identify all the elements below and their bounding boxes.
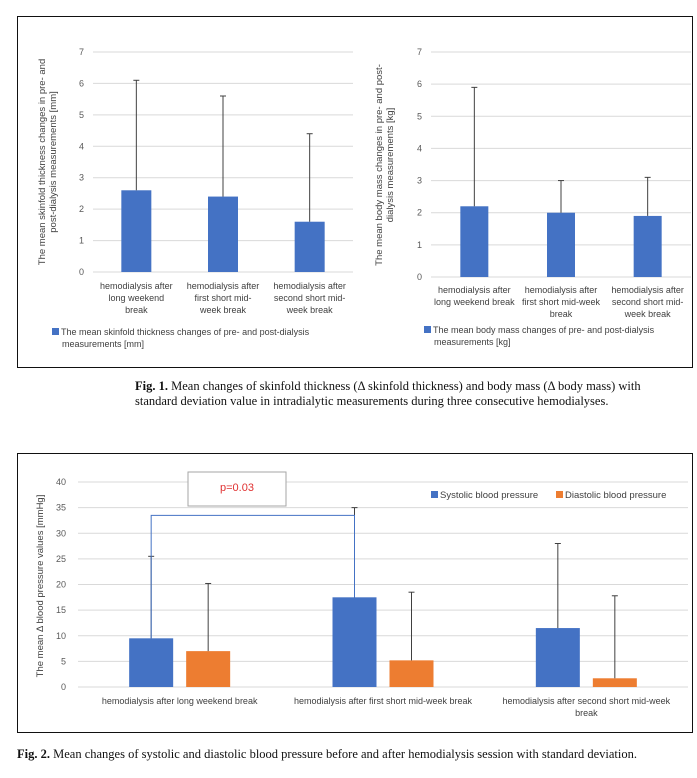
- y-tick-label: 4: [79, 141, 84, 151]
- bar-systolic-blood-pressure: [332, 597, 377, 687]
- figure2-caption: Fig. 2. Mean changes of systolic and dia…: [17, 747, 687, 762]
- y-tick-label: 4: [417, 143, 422, 153]
- x-tick-label: hemodialysis after: [273, 281, 346, 291]
- x-tick-label: break: [550, 309, 573, 319]
- y-tick-label: 3: [417, 176, 422, 186]
- y-tick-label: 40: [56, 477, 66, 487]
- bar-diastolic-blood-pressure: [592, 678, 637, 687]
- legend-label: Diastolic blood pressure: [565, 490, 666, 501]
- y-tick-label: 7: [79, 47, 84, 57]
- y-tick-label: 6: [79, 78, 84, 88]
- y-axis-label: dialysis measurements [kg]: [385, 108, 396, 223]
- legend-label: Systolic blood pressure: [440, 490, 538, 501]
- x-tick-label: hemodialysis after: [525, 285, 598, 295]
- legend-label: measurements [kg]: [434, 337, 511, 347]
- x-tick-label: long weekend break: [434, 297, 515, 307]
- bar-diastolic-blood-pressure: [389, 660, 434, 687]
- legend-label: The mean body mass changes of pre- and p…: [433, 325, 655, 335]
- figure1-caption: Fig. 1. Mean changes of skinfold thickne…: [135, 379, 675, 409]
- x-tick-label: hemodialysis after: [100, 281, 173, 291]
- y-tick-label: 7: [417, 47, 422, 57]
- figure2-caption-text: Mean changes of systolic and diastolic b…: [53, 747, 637, 761]
- x-tick-label: week break: [286, 305, 334, 315]
- y-tick-label: 0: [417, 272, 422, 282]
- figure1-caption-label: Fig. 1.: [135, 379, 168, 393]
- y-tick-label: 2: [417, 208, 422, 218]
- x-tick-label: hemodialysis after long weekend break: [102, 696, 258, 706]
- annotation-text: p=0.03: [220, 482, 254, 494]
- figure1-caption-text: Mean changes of skinfold thickness (Δ sk…: [135, 379, 641, 408]
- y-axis-label: The mean skinfold thickness changes in p…: [37, 59, 48, 265]
- body-mass-chart: 0 1 2 3 4 5 6 7 The mean body mass changes in pr…: [374, 47, 691, 347]
- x-tick-label: long weekend: [109, 293, 165, 303]
- bar-the-mean-body-mass-changes-of-: [460, 206, 489, 277]
- y-tick-label: 0: [79, 267, 84, 277]
- bar-the-mean-skinfold-thickness-ch: [121, 190, 152, 272]
- legend-label: The mean skinfold thickness changes of p…: [61, 327, 310, 337]
- x-tick-label: week break: [199, 305, 247, 315]
- bar-diastolic-blood-pressure: [186, 651, 231, 687]
- x-tick-label: hemodialysis after: [438, 285, 511, 295]
- figure1-frame: 0 1 2 3 4 5 6 7 The mean skinfold thickness chan…: [17, 16, 693, 368]
- x-tick-label: second short mid-: [612, 297, 684, 307]
- y-tick-label: 35: [56, 503, 66, 513]
- y-tick-label: 25: [56, 554, 66, 564]
- annotation-box: [187, 471, 287, 507]
- y-tick-label: 5: [417, 111, 422, 121]
- y-tick-label: 15: [56, 605, 66, 615]
- skinfold-chart: 0 1 2 3 4 5 6 7 The mean skinfold thickness chan…: [37, 47, 353, 349]
- legend-label: measurements [mm]: [62, 339, 144, 349]
- legend-swatch: [556, 491, 563, 498]
- significance-bracket: [150, 514, 355, 639]
- y-tick-label: 3: [79, 173, 84, 183]
- x-tick-label: week break: [624, 309, 672, 319]
- bar-the-mean-body-mass-changes-of-: [547, 212, 575, 277]
- y-tick-label: 20: [56, 580, 66, 590]
- y-axis-label: The mean Δ blood pressure values [mmHg]: [35, 495, 46, 678]
- x-tick-label: hemodialysis after: [187, 281, 260, 291]
- x-tick-label: hemodialysis after second short mid-week: [503, 696, 671, 706]
- y-tick-label: 30: [56, 528, 66, 538]
- y-tick-label: 5: [61, 656, 66, 666]
- x-tick-label: first short mid-week: [522, 297, 601, 307]
- y-axis-label: post-dialysis measurements [mm]: [48, 91, 59, 232]
- figure2-caption-label: Fig. 2.: [17, 747, 50, 761]
- bar-systolic-blood-pressure: [535, 628, 580, 687]
- figure2-frame: 0 5 10 15 20 25 30 35 40 The mean Δ blood pressur…: [17, 453, 693, 733]
- bar-the-mean-skinfold-thickness-ch: [294, 221, 325, 272]
- y-tick-label: 10: [56, 631, 66, 641]
- y-tick-label: 2: [79, 204, 84, 214]
- x-tick-label: hemodialysis after first short mid-week …: [294, 696, 473, 706]
- bar-the-mean-skinfold-thickness-ch: [208, 196, 238, 272]
- x-tick-label: hemodialysis after: [611, 285, 684, 295]
- bar-systolic-blood-pressure: [129, 638, 174, 687]
- bar-the-mean-body-mass-changes-of-: [633, 215, 662, 277]
- y-tick-label: 1: [417, 240, 422, 250]
- x-tick-label: break: [575, 708, 598, 718]
- x-tick-label: first short mid-: [194, 293, 251, 303]
- blood-pressure-chart: 0 5 10 15 20 25 30 35 40 The mean Δ blood pressur…: [35, 471, 688, 718]
- legend-swatch: [52, 328, 59, 335]
- y-axis-label: The mean body mass changes in pre- and p…: [374, 64, 385, 266]
- y-tick-label: 6: [417, 79, 422, 89]
- legend-swatch: [431, 491, 438, 498]
- legend-swatch: [424, 326, 431, 333]
- y-tick-label: 0: [61, 682, 66, 692]
- x-tick-label: second short mid-: [274, 293, 346, 303]
- y-tick-label: 1: [79, 236, 84, 246]
- x-tick-label: break: [125, 305, 148, 315]
- y-tick-label: 5: [79, 110, 84, 120]
